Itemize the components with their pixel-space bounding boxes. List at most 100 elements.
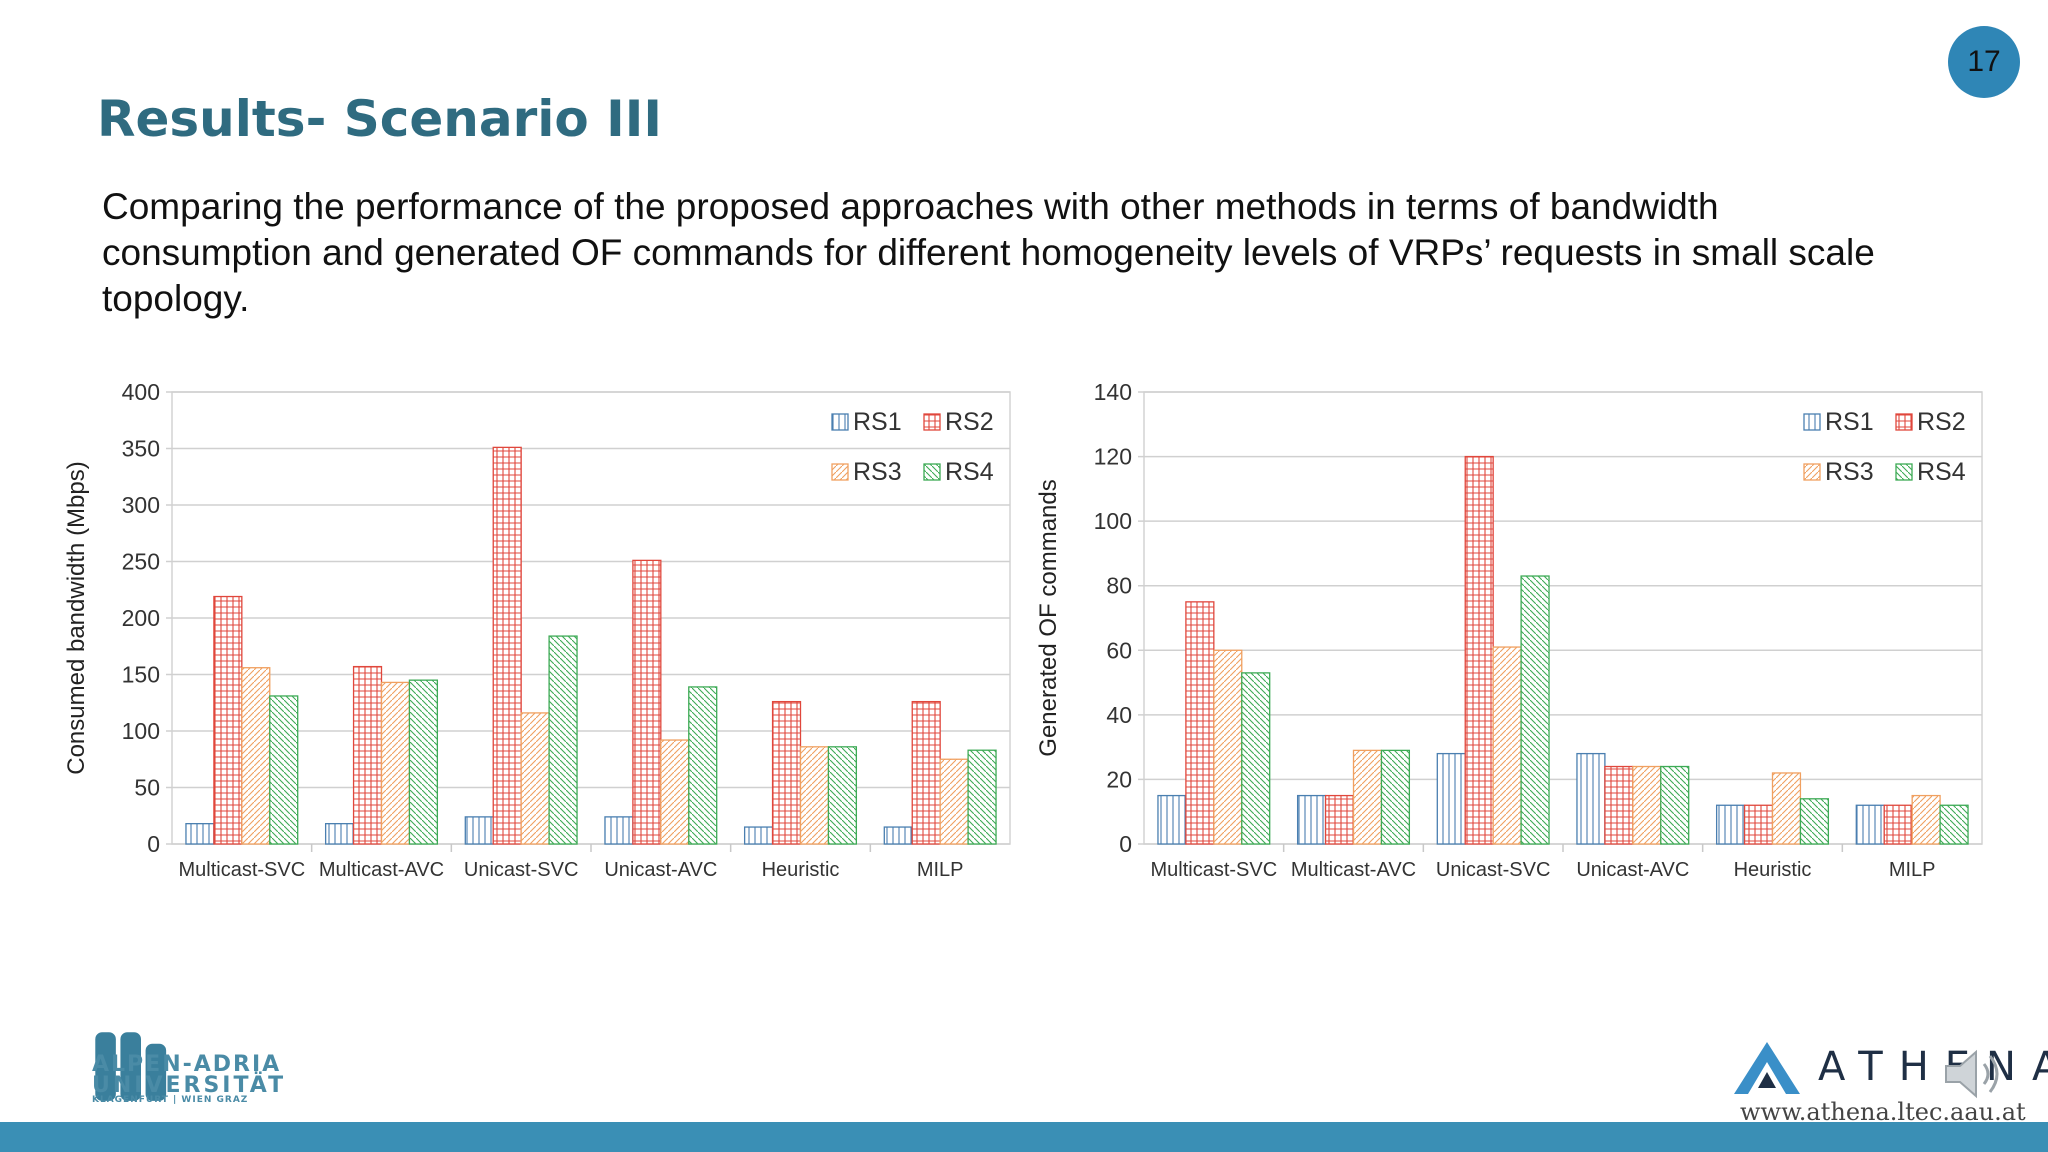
- page-number-badge: 17: [1948, 26, 2020, 98]
- x-tick-label: Unicast-SVC: [1436, 859, 1550, 881]
- of-commands-chart: 0 20 40 60 80 100 120 140 Generated OF commands M…: [1035, 379, 1983, 881]
- bar-rs1: [604, 816, 634, 845]
- bar-rs1: [1715, 804, 1746, 845]
- aau-name-line1: ALPEN-ADRIA: [92, 1052, 282, 1077]
- bar-rs2: [492, 446, 522, 845]
- x-tick-label: MILP: [917, 859, 964, 881]
- athena-logo-icon: [1734, 1042, 1800, 1094]
- legend-label: RS2: [945, 408, 994, 436]
- bar-rs4: [1660, 765, 1690, 845]
- bar-rs3: [799, 746, 830, 845]
- y-tick-label: 100: [122, 718, 160, 744]
- athena-name: ATHENA: [1818, 1044, 2048, 1090]
- x-tick-label: Heuristic: [1734, 859, 1812, 881]
- legend-swatch: [831, 463, 849, 481]
- aau-logo-icon: [95, 1032, 167, 1101]
- x-tick-label: Multicast-SVC: [178, 859, 305, 881]
- legend-swatch: [1803, 413, 1821, 431]
- bar-rs4: [548, 635, 578, 845]
- bar-rs2: [1324, 794, 1355, 845]
- bar-rs4: [688, 686, 718, 845]
- footer-bar: [0, 1122, 2048, 1152]
- bar-rs1: [464, 816, 494, 845]
- y-tick-label: 0: [147, 831, 160, 857]
- legend-label: RS3: [1825, 458, 1874, 486]
- bar-rs3: [1632, 765, 1662, 845]
- bar-rs4: [1939, 804, 1969, 845]
- y-tick-label: 250: [122, 549, 160, 575]
- bar-rs3: [380, 681, 411, 845]
- bar-rs4: [1520, 575, 1550, 845]
- y-tick-label: 120: [1094, 444, 1132, 470]
- y-tick-label: 100: [1094, 508, 1132, 534]
- legend-label: RS1: [1825, 408, 1874, 436]
- bar-rs3: [520, 712, 550, 845]
- y-tick-label: 140: [1094, 379, 1132, 405]
- bar-rs3: [939, 758, 969, 845]
- x-tick-label: Unicast-SVC: [464, 859, 578, 881]
- bar-rs3: [241, 667, 271, 845]
- aau-name-line2: UNIVERSITÄT: [92, 1073, 287, 1098]
- bar-rs2: [1883, 804, 1913, 845]
- legend-swatch: [1895, 413, 1913, 431]
- legend-label: RS1: [853, 408, 902, 436]
- y-tick-label: 50: [134, 775, 160, 801]
- bar-rs1: [185, 823, 215, 845]
- x-tick-label: Multicast-AVC: [1291, 859, 1416, 881]
- x-tick-label: Unicast-AVC: [604, 859, 717, 881]
- aau-name-line3: KLAGENFURT | WIEN GRAZ: [92, 1095, 249, 1105]
- legend-swatch: [1803, 463, 1821, 481]
- slide-title: Results- Scenario III: [97, 90, 662, 148]
- bar-rs1: [1436, 752, 1466, 845]
- x-tick-label: Multicast-AVC: [319, 859, 444, 881]
- bar-rs1: [1157, 794, 1187, 845]
- speaker-icon[interactable]: [1942, 1044, 2012, 1104]
- bar-rs3: [1911, 794, 1941, 845]
- bar-rs4: [967, 749, 997, 845]
- bar-rs2: [352, 665, 383, 845]
- y-tick-label: 300: [122, 492, 160, 518]
- bar-rs4: [269, 695, 299, 845]
- bar-rs3: [660, 739, 690, 845]
- y-tick-label: 200: [122, 605, 160, 631]
- x-tick-label: Unicast-AVC: [1576, 859, 1689, 881]
- bar-rs2: [1185, 601, 1215, 845]
- bar-rs3: [1213, 649, 1243, 845]
- y-axis-label: Generated OF commands: [1035, 479, 1062, 756]
- y-tick-label: 20: [1106, 766, 1132, 792]
- bar-rs1: [743, 826, 774, 845]
- bar-rs1: [883, 826, 913, 845]
- bar-rs3: [1492, 646, 1522, 845]
- y-tick-label: 80: [1106, 573, 1132, 599]
- bar-rs2: [632, 559, 662, 845]
- bar-rs3: [1771, 772, 1802, 845]
- bar-rs1: [1855, 804, 1885, 845]
- y-tick-label: 60: [1106, 637, 1132, 663]
- bar-rs2: [1464, 455, 1494, 845]
- bandwidth-chart: 0 50 100 150 200 250 300 350 400 Consumed bandwid…: [63, 379, 1011, 881]
- bar-rs4: [1241, 672, 1271, 845]
- bar-rs2: [1604, 765, 1634, 845]
- legend-swatch: [923, 413, 941, 431]
- legend-label: RS2: [1917, 408, 1966, 436]
- legend-swatch: [831, 413, 849, 431]
- x-tick-label: MILP: [1889, 859, 1936, 881]
- x-tick-label: Heuristic: [762, 859, 840, 881]
- y-tick-label: 400: [122, 379, 160, 405]
- athena-url: www.athena.ltec.aau.at: [1740, 1098, 2026, 1126]
- bar-rs3: [1352, 749, 1383, 845]
- bar-rs4: [408, 679, 439, 845]
- legend-swatch: [1895, 463, 1913, 481]
- bar-rs4: [827, 746, 858, 845]
- bar-rs1: [1576, 752, 1606, 845]
- legend-label: RS4: [945, 458, 994, 486]
- bar-rs2: [1743, 804, 1774, 845]
- y-tick-label: 350: [122, 436, 160, 462]
- bar-rs1: [324, 823, 355, 845]
- x-tick-label: Multicast-SVC: [1150, 859, 1277, 881]
- bar-rs4: [1380, 749, 1411, 845]
- bar-rs2: [771, 700, 802, 845]
- bar-rs4: [1799, 798, 1830, 845]
- bar-rs2: [213, 595, 243, 845]
- y-tick-label: 40: [1106, 702, 1132, 728]
